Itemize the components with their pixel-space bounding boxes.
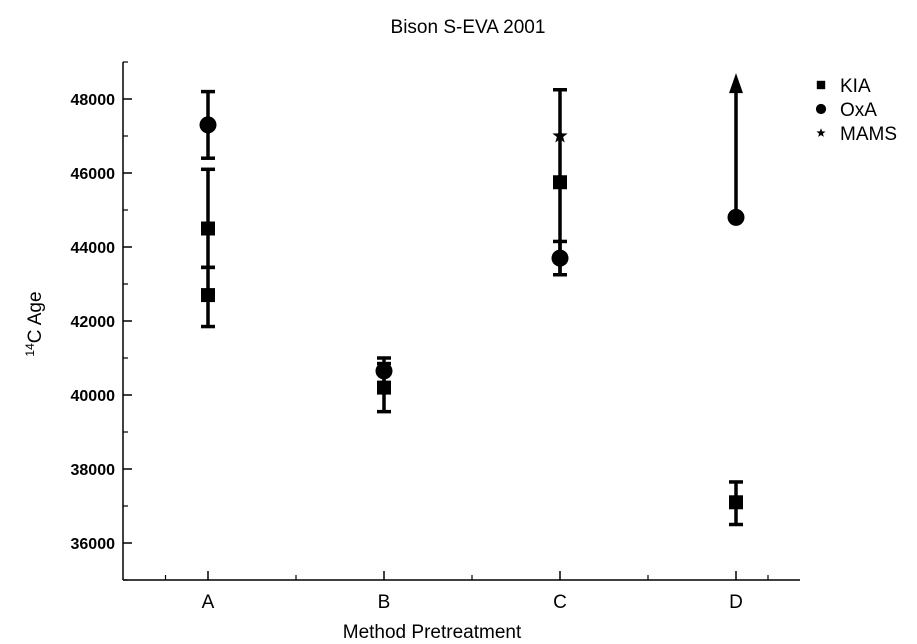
legend-item-kia: KIA — [816, 76, 871, 97]
y-tick-label: 42000 — [71, 314, 116, 331]
oxa-marker — [375, 362, 393, 380]
svg-text:14C Age: 14C Age — [23, 291, 46, 356]
x-tick-label: D — [729, 592, 743, 613]
x-tick-label: B — [378, 592, 391, 613]
y-tick-label: 38000 — [71, 462, 116, 479]
x-tick-label: C — [553, 592, 567, 613]
chart-title: Bison S-EVA 2001 — [391, 17, 546, 38]
oxa-marker — [199, 116, 217, 134]
y-axis-title-main: C Age — [25, 291, 46, 343]
kia-marker — [201, 288, 215, 303]
legend-item-mams: MAMS — [816, 124, 897, 145]
y-tick-label: 36000 — [71, 536, 116, 553]
x-tick-label: A — [202, 592, 215, 613]
y-tick-label: 40000 — [71, 388, 116, 405]
series-layer — [199, 73, 745, 527]
kia-marker — [553, 175, 567, 190]
mams-marker — [552, 128, 568, 143]
legend-label: OxA — [840, 100, 877, 121]
kia-marker — [816, 80, 826, 90]
series-mams — [552, 128, 568, 143]
plot-area: 36000 38000 40000 42000 44000 46000 48000 A B C D — [71, 61, 800, 613]
x-axis-ticks: A B C D — [164, 571, 769, 613]
mams-marker — [816, 128, 826, 137]
legend-item-oxa: OxA — [815, 100, 877, 121]
y-tick-label: 46000 — [71, 166, 116, 183]
legend-label: MAMS — [840, 124, 897, 145]
oxa-marker — [551, 249, 569, 267]
y-axis-ticks: 36000 38000 40000 42000 44000 46000 48000 — [71, 61, 132, 581]
series-oxa — [199, 73, 745, 386]
series-kia — [201, 88, 743, 527]
lower-limit-arrow-head — [729, 73, 743, 94]
legend-label: KIA — [840, 76, 871, 97]
y-tick-label: 44000 — [71, 240, 116, 257]
oxa-marker — [815, 103, 827, 115]
kia-marker — [729, 495, 743, 510]
y-tick-label: 48000 — [71, 92, 116, 109]
oxa-marker — [727, 208, 745, 226]
y-axis-title-superscript: 14 — [23, 343, 37, 357]
kia-marker — [201, 221, 215, 236]
x-axis-title: Method Pretreatment — [343, 622, 522, 643]
legend: KIA OxA MAMS — [815, 76, 897, 145]
y-axis-title: 14C Age — [23, 291, 46, 356]
